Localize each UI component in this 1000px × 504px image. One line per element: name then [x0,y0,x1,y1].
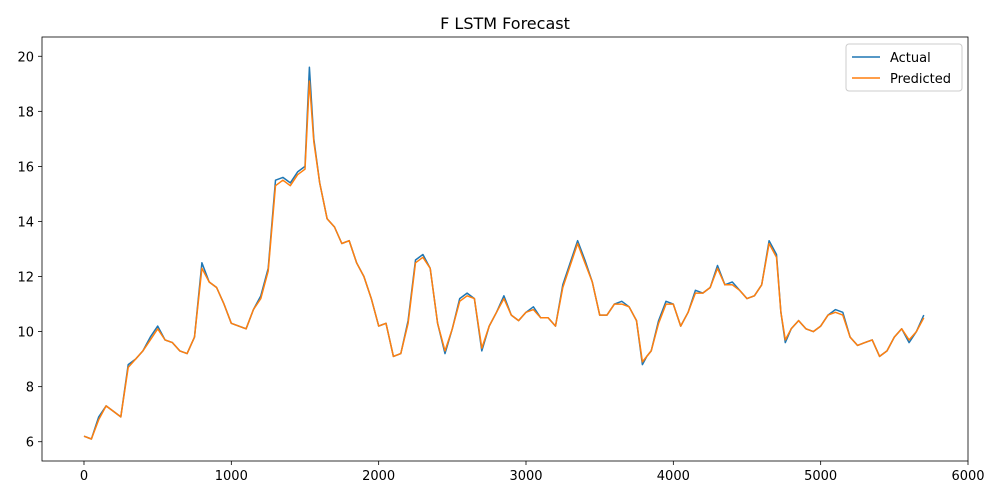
plot-area [83,66,925,440]
x-tick-label: 5000 [804,469,837,484]
x-tick-label: 6000 [951,469,984,484]
series-line-predicted [83,80,925,440]
x-tick-label: 4000 [657,469,690,484]
chart-title: F LSTM Forecast [440,14,570,33]
y-tick-label: 8 [26,381,34,396]
legend: Actual Predicted [845,43,963,92]
x-tick-label: 1000 [215,469,248,484]
y-tick-label: 20 [17,50,34,65]
x-tick-label: 3000 [509,469,542,484]
y-tick-label: 16 [17,160,34,175]
axes-frame [41,36,969,462]
y-tick-label: 18 [17,105,34,120]
y-tick-label: 14 [17,215,34,230]
y-tick-label: 12 [17,271,34,286]
y-tick-label: 10 [17,326,34,341]
x-tick-label: 0 [80,469,88,484]
legend-box [845,43,963,92]
y-axis: 6 8 10 12 14 16 18 20 [17,50,42,451]
legend-label-predicted: Predicted [890,72,951,87]
x-tick-label: 2000 [362,469,395,484]
legend-label-actual: Actual [890,51,931,66]
x-axis: 0 1000 2000 3000 4000 5000 6000 [80,461,985,484]
y-tick-label: 6 [26,436,34,451]
